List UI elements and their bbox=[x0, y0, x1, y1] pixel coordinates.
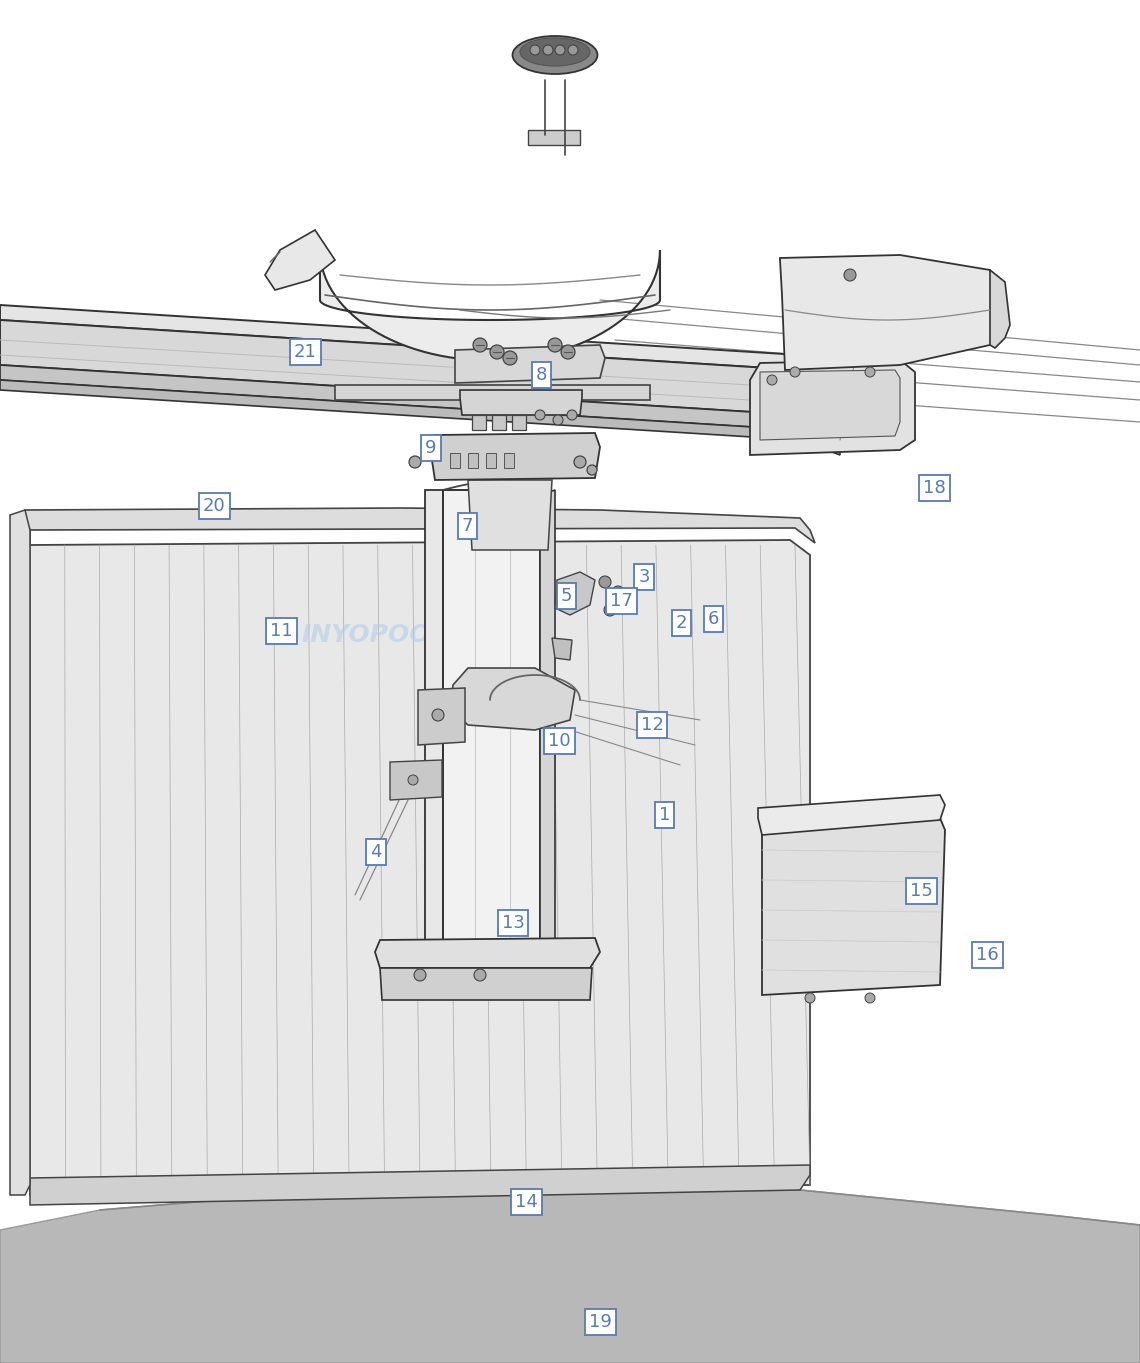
Polygon shape bbox=[418, 688, 465, 746]
Circle shape bbox=[555, 45, 565, 55]
Polygon shape bbox=[528, 129, 580, 144]
Circle shape bbox=[432, 709, 443, 721]
Polygon shape bbox=[390, 761, 442, 800]
Text: 13: 13 bbox=[502, 913, 524, 932]
Circle shape bbox=[767, 375, 777, 384]
Text: INYOPOOLS.COM: INYOPOOLS.COM bbox=[301, 623, 539, 647]
Polygon shape bbox=[760, 369, 899, 440]
Circle shape bbox=[805, 994, 815, 1003]
Circle shape bbox=[612, 586, 624, 598]
Polygon shape bbox=[0, 1180, 1140, 1363]
Circle shape bbox=[561, 345, 575, 358]
Text: 1: 1 bbox=[659, 806, 670, 825]
Circle shape bbox=[865, 994, 876, 1003]
Polygon shape bbox=[0, 365, 840, 444]
Polygon shape bbox=[461, 390, 583, 414]
Text: 14: 14 bbox=[515, 1193, 538, 1212]
Circle shape bbox=[535, 410, 545, 420]
Text: 19: 19 bbox=[589, 1313, 612, 1332]
Polygon shape bbox=[320, 249, 660, 360]
Polygon shape bbox=[990, 270, 1010, 348]
Polygon shape bbox=[455, 345, 605, 383]
Circle shape bbox=[604, 604, 616, 616]
Polygon shape bbox=[0, 305, 840, 384]
Polygon shape bbox=[758, 795, 945, 836]
Polygon shape bbox=[750, 360, 915, 455]
Circle shape bbox=[587, 465, 597, 474]
Circle shape bbox=[598, 577, 611, 587]
Circle shape bbox=[844, 269, 856, 281]
Polygon shape bbox=[450, 453, 461, 468]
Circle shape bbox=[553, 414, 563, 425]
Polygon shape bbox=[486, 453, 496, 468]
Polygon shape bbox=[30, 1165, 811, 1205]
Circle shape bbox=[474, 969, 486, 981]
Circle shape bbox=[473, 338, 487, 352]
Polygon shape bbox=[512, 414, 526, 429]
Polygon shape bbox=[469, 480, 552, 551]
Polygon shape bbox=[555, 572, 595, 615]
Text: 10: 10 bbox=[548, 732, 571, 751]
Polygon shape bbox=[780, 255, 1005, 369]
Text: 3: 3 bbox=[638, 567, 650, 586]
Text: 15: 15 bbox=[910, 882, 933, 901]
Circle shape bbox=[568, 45, 578, 55]
Circle shape bbox=[490, 345, 504, 358]
Text: 9: 9 bbox=[425, 439, 437, 458]
Polygon shape bbox=[0, 320, 840, 429]
Text: 21: 21 bbox=[294, 342, 317, 361]
Polygon shape bbox=[380, 968, 592, 1000]
Text: 6: 6 bbox=[708, 609, 719, 628]
Polygon shape bbox=[492, 414, 506, 429]
Text: 11: 11 bbox=[270, 622, 293, 641]
Polygon shape bbox=[430, 433, 600, 480]
Circle shape bbox=[409, 457, 421, 468]
Text: 20: 20 bbox=[203, 496, 226, 515]
Text: 16: 16 bbox=[976, 946, 999, 965]
Polygon shape bbox=[0, 380, 840, 455]
Polygon shape bbox=[425, 491, 443, 985]
Text: 7: 7 bbox=[462, 517, 473, 536]
Text: 12: 12 bbox=[641, 716, 663, 735]
Polygon shape bbox=[30, 530, 811, 1195]
Polygon shape bbox=[540, 491, 555, 980]
Polygon shape bbox=[25, 508, 815, 542]
Text: 2: 2 bbox=[676, 613, 687, 632]
Circle shape bbox=[414, 969, 426, 981]
Polygon shape bbox=[264, 230, 335, 290]
Circle shape bbox=[790, 367, 800, 378]
Circle shape bbox=[575, 457, 586, 468]
Polygon shape bbox=[10, 510, 30, 1195]
Polygon shape bbox=[552, 638, 572, 660]
Polygon shape bbox=[450, 668, 575, 731]
Polygon shape bbox=[762, 818, 945, 995]
Text: 8: 8 bbox=[536, 365, 547, 384]
Ellipse shape bbox=[520, 38, 591, 65]
Polygon shape bbox=[443, 491, 540, 985]
Circle shape bbox=[543, 45, 553, 55]
Polygon shape bbox=[335, 384, 650, 399]
Circle shape bbox=[548, 338, 562, 352]
Text: 17: 17 bbox=[610, 592, 633, 611]
Polygon shape bbox=[375, 938, 600, 968]
Ellipse shape bbox=[513, 35, 597, 74]
Circle shape bbox=[567, 410, 577, 420]
Circle shape bbox=[503, 352, 518, 365]
Text: 5: 5 bbox=[561, 586, 572, 605]
Polygon shape bbox=[504, 453, 514, 468]
Circle shape bbox=[408, 776, 418, 785]
Polygon shape bbox=[469, 453, 478, 468]
Text: 4: 4 bbox=[370, 842, 382, 861]
Circle shape bbox=[865, 367, 876, 378]
Circle shape bbox=[530, 45, 540, 55]
Text: 18: 18 bbox=[923, 478, 946, 497]
Polygon shape bbox=[472, 414, 486, 429]
